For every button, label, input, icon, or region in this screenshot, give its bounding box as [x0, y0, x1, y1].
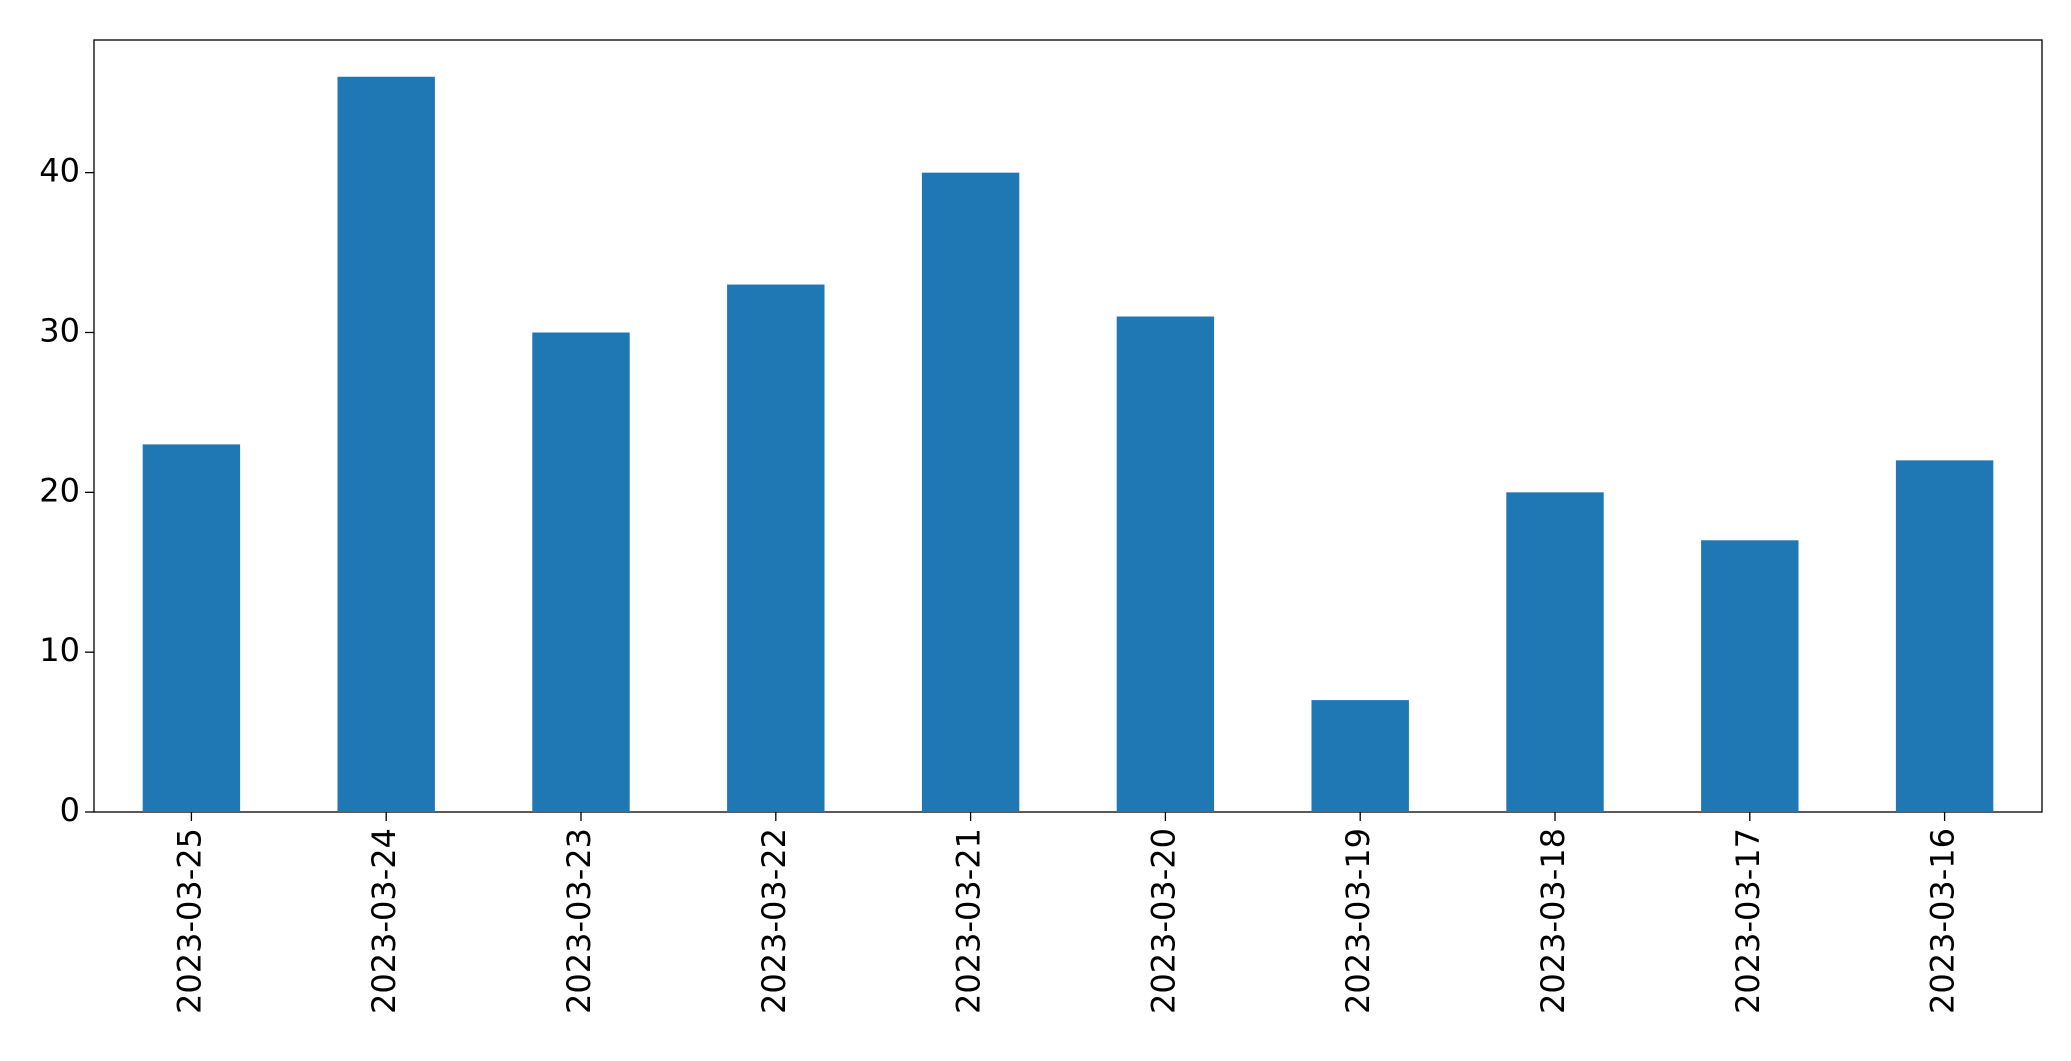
bar: [921, 172, 1020, 812]
bar: [1116, 316, 1215, 812]
x-tick-label: 2023-03-22: [755, 828, 793, 1014]
x-tick-label: 2023-03-18: [1534, 828, 1572, 1014]
plot-frame: [93, 39, 2043, 813]
x-tick-label: 2023-03-21: [950, 828, 988, 1014]
y-tick-label: 40: [39, 152, 80, 190]
x-tick-label: 2023-03-24: [365, 828, 403, 1014]
bar: [1506, 492, 1604, 812]
bar: [1311, 700, 1409, 812]
x-tick-label: 2023-03-16: [1924, 828, 1962, 1014]
x-tick-label: 2023-03-23: [560, 828, 598, 1014]
y-tick-label: 0: [60, 791, 80, 829]
bar: [1895, 460, 1994, 812]
bar: [727, 284, 825, 812]
bar: [532, 332, 630, 812]
x-tick-label: 2023-03-19: [1339, 828, 1377, 1014]
x-tick-label: 2023-03-17: [1729, 828, 1767, 1014]
bar: [337, 76, 435, 812]
bar: [142, 444, 241, 812]
x-tick-label: 2023-03-20: [1144, 828, 1182, 1014]
y-tick-label: 30: [39, 311, 80, 349]
y-tick-label: 10: [39, 631, 80, 669]
x-tick-label: 2023-03-25: [170, 828, 208, 1014]
y-tick-label: 20: [39, 471, 80, 509]
bar: [1701, 540, 1799, 812]
